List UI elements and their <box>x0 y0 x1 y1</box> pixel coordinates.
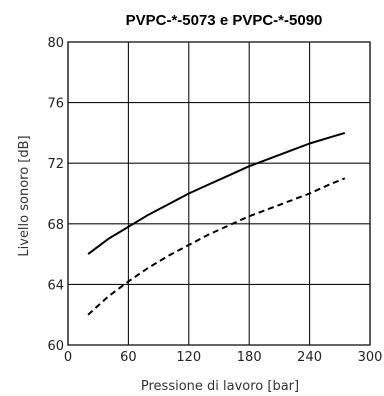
y-tick-label-60: 60 <box>47 339 64 354</box>
y-tick-label-64: 64 <box>47 278 64 293</box>
x-tick-label-120: 120 <box>176 350 201 365</box>
grid <box>67 41 371 346</box>
x-tick-label-180: 180 <box>237 350 262 365</box>
x-tick-label-240: 240 <box>297 350 322 365</box>
x-tick-label-60: 60 <box>120 350 137 365</box>
series-line-solid <box>87 131 346 255</box>
y-tick-label-72: 72 <box>47 157 64 172</box>
series-line-dashed <box>87 177 346 316</box>
y-tick-label-76: 76 <box>47 97 64 112</box>
y-tick-label-68: 68 <box>47 218 64 233</box>
y-axis-label: Livello sonoro [dB] <box>17 135 32 256</box>
chart-title: PVPC-*-5073 e PVPC-*-5090 <box>126 12 323 29</box>
x-axis-label: Pressione di lavoro [bar] <box>141 379 299 394</box>
plot-frame <box>67 41 371 346</box>
x-tick-label-0: 0 <box>64 350 72 365</box>
x-tick-label-300: 300 <box>358 350 383 365</box>
series-layer <box>87 131 346 316</box>
y-tick-label-80: 80 <box>47 36 64 51</box>
